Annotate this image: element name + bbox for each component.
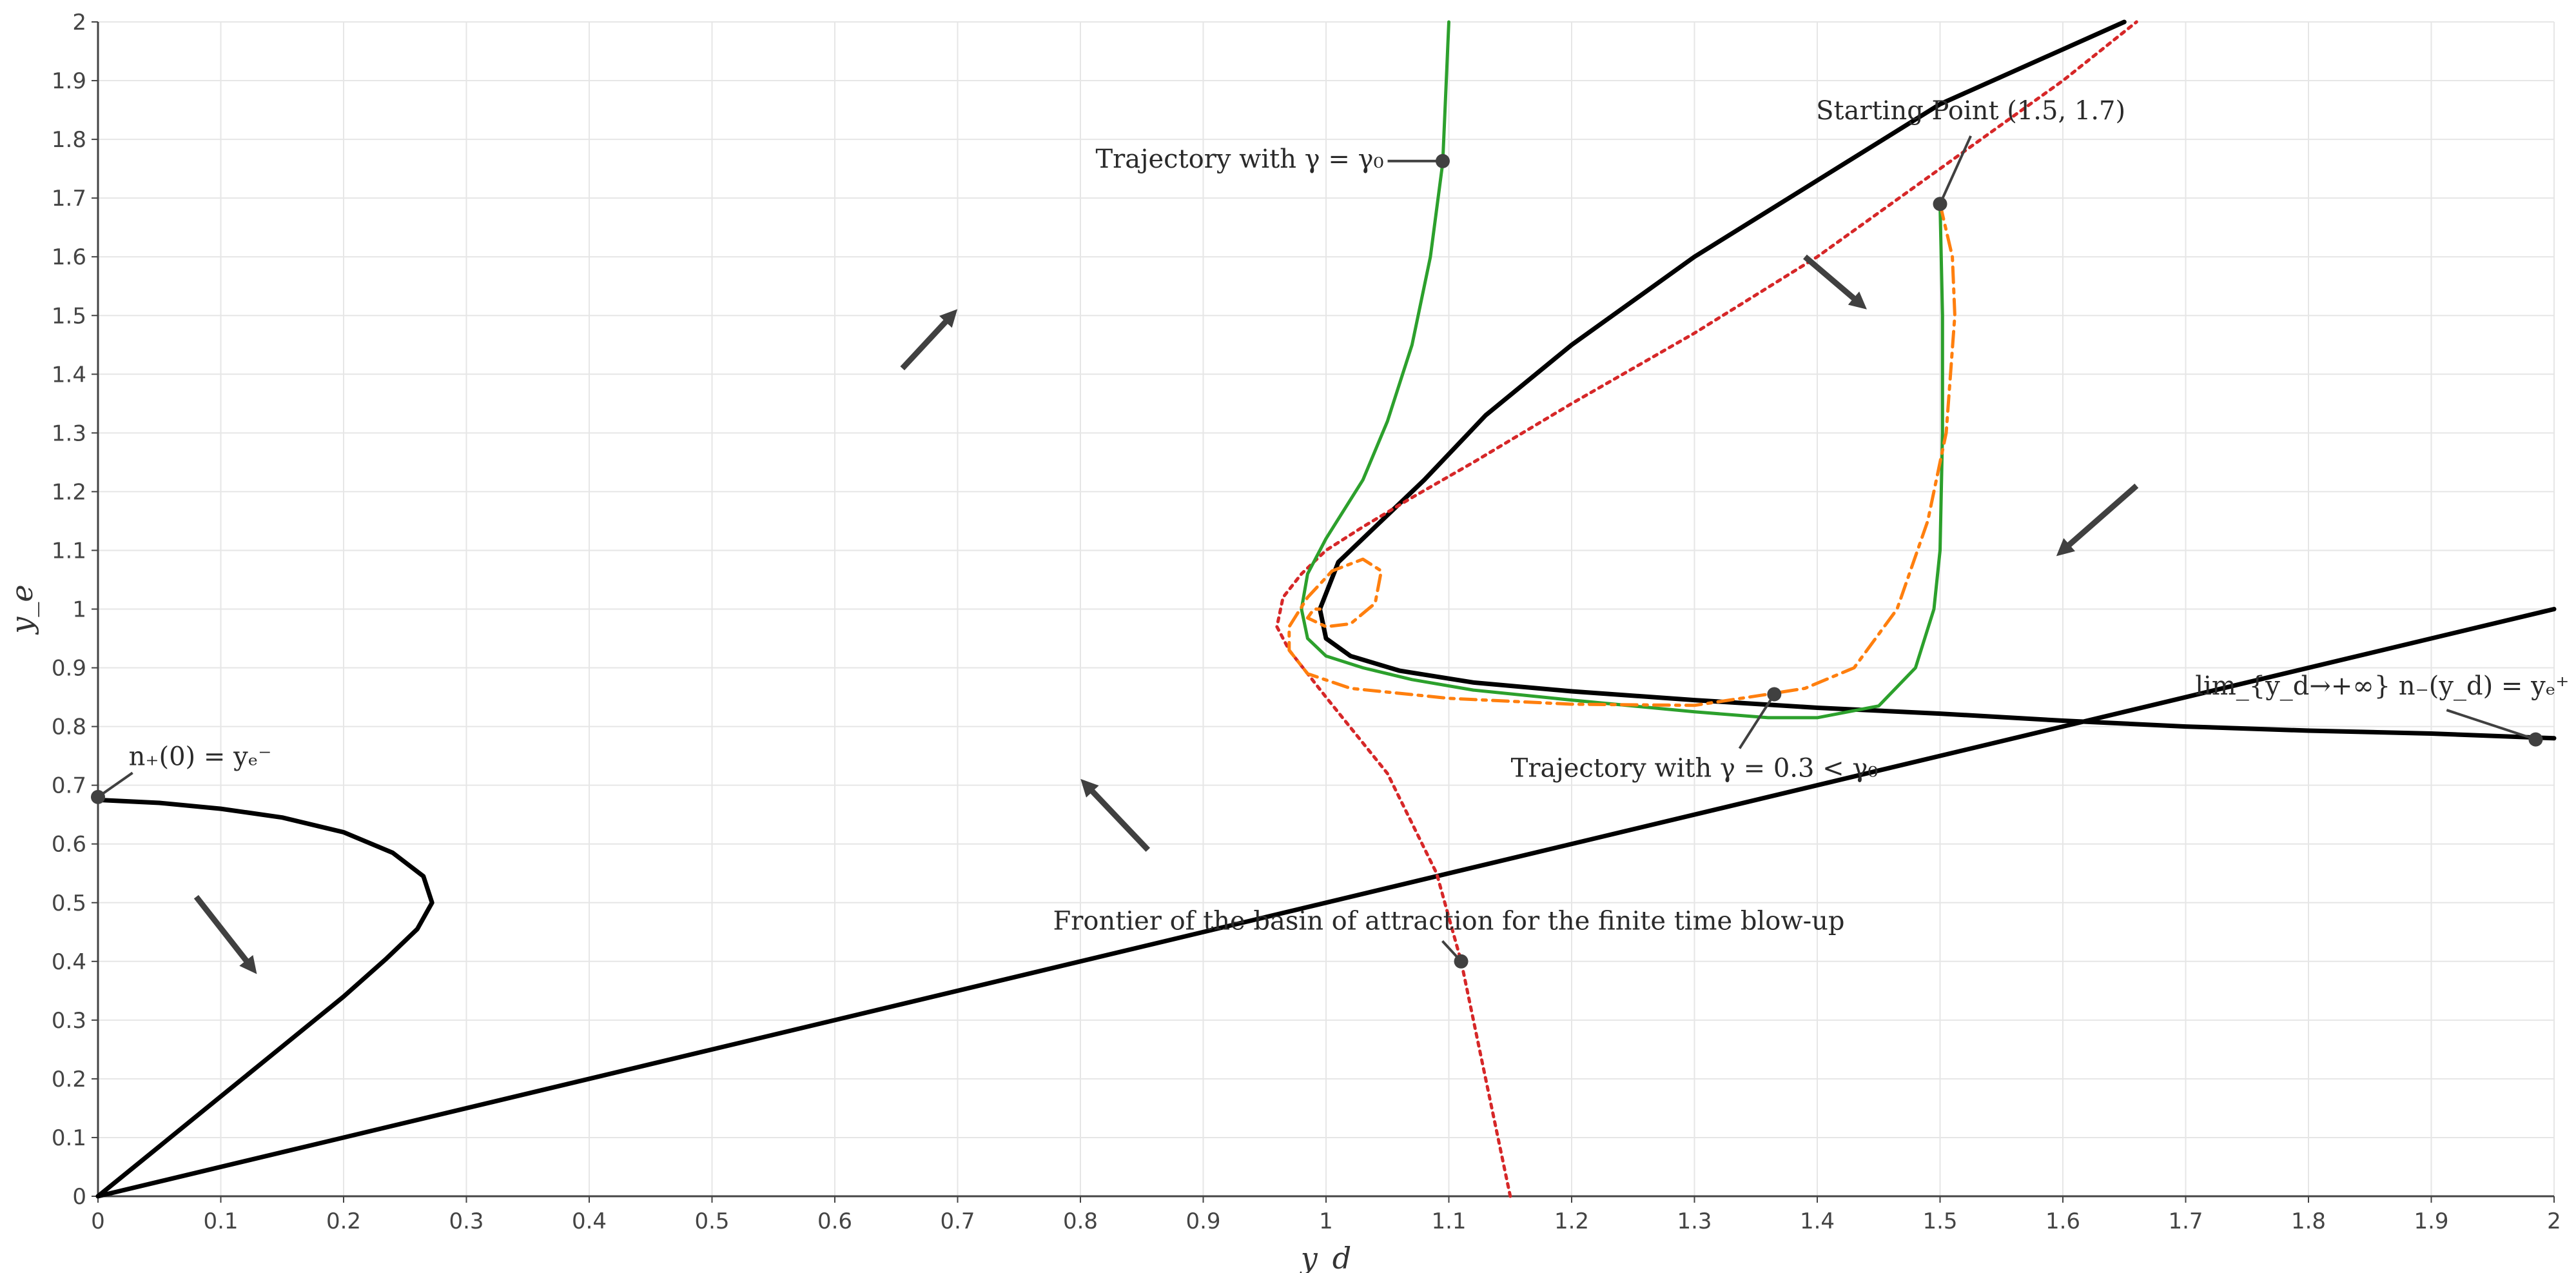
x-tick-label: 0.4 [572, 1209, 607, 1234]
x-tick-label: 0.2 [326, 1209, 361, 1234]
x-tick-label: 1.6 [2045, 1209, 2080, 1234]
annotation-n-plus: n₊(0) = yₑ⁻ [129, 742, 272, 771]
x-tick-label: 2 [2547, 1209, 2561, 1234]
x-tick-label: 1.2 [1554, 1209, 1589, 1234]
x-tick-label: 1.5 [1922, 1209, 1957, 1234]
annotation-marker [1767, 687, 1782, 702]
y-tick-label: 0.7 [52, 773, 86, 799]
y-tick-label: 0.5 [52, 891, 86, 916]
x-tick-label: 0.8 [1063, 1209, 1098, 1234]
series-line-solid-black [95, 797, 434, 1199]
y-tick-label: 0.6 [52, 832, 86, 858]
y-tick-label: 0 [72, 1184, 86, 1210]
vector-field-arrow [1080, 778, 1151, 852]
x-tick-label: 1.8 [2291, 1209, 2326, 1234]
series-line-dashdot-orange [1287, 202, 1956, 707]
annotation-connector [1938, 135, 1972, 205]
series-line-solid-black [95, 607, 2557, 1199]
y-tick-label: 0.8 [52, 715, 86, 740]
series-line-dotted-red [1275, 20, 2138, 1198]
annotation-traj-gamma0: Trajectory with γ = γ₀ [1095, 144, 1383, 174]
annotation-marker [91, 789, 105, 804]
y-tick-label: 1.1 [52, 538, 86, 564]
grid [97, 21, 2555, 1197]
axis-titles: y_d y_e [5, 584, 1351, 1273]
x-tick-label: 1.7 [2168, 1209, 2203, 1234]
annotation-connector [2446, 709, 2537, 741]
annotation-marker [1435, 153, 1450, 168]
vector-field-arrow [900, 309, 958, 371]
y-tick-label: 0.4 [52, 949, 86, 975]
x-tick-label: 0 [91, 1209, 105, 1234]
annotation-starting-point: Starting Point (1.5, 1.7) [1816, 96, 2125, 126]
x-tick-label: 0.7 [940, 1209, 975, 1234]
series [95, 19, 2557, 1199]
x-tick-label: 0.3 [449, 1209, 483, 1234]
x-tick-label: 0.1 [203, 1209, 238, 1234]
y-tick-label: 1.8 [52, 127, 86, 153]
x-tick-label: 0.6 [817, 1209, 852, 1234]
y-tick-label: 0.2 [52, 1067, 86, 1092]
x-tick-label: 1.1 [1431, 1209, 1466, 1234]
x-tick-label: 1 [1319, 1209, 1333, 1234]
y-tick-label: 1.7 [52, 186, 86, 212]
y-tick-label: 1.9 [52, 68, 86, 94]
vector-field-arrow [2056, 483, 2139, 557]
series-line-solid-black [1318, 19, 2557, 741]
y-tick-label: 1 [72, 597, 86, 623]
x-tick-label: 0.9 [1186, 1209, 1220, 1234]
x-tick-label: 1.4 [1800, 1209, 1835, 1234]
series-line-solid-green [1300, 20, 1944, 720]
vector-field-arrow [1803, 254, 1867, 310]
y-tick-label: 0.1 [52, 1125, 86, 1151]
annotation-limit: lim_{y_d→+∞} n₋(y_d) = yₑ⁺ [2195, 671, 2569, 701]
axes: 0 0.1 0.2 0.3 0.4 0.5 0.6 0.7 0.8 0.9 1 1.1 1.2 1.3 1.… [52, 10, 2561, 1234]
x-tick-label: 0.5 [694, 1209, 729, 1234]
y-tick-label: 0.3 [52, 1008, 86, 1034]
annotation-marker [1454, 954, 1469, 969]
y-tick-label: 0.9 [52, 656, 86, 682]
y-axis-title: y_e [5, 584, 39, 635]
y-tick-label: 1.3 [52, 420, 86, 446]
annotation-connector [1738, 693, 1776, 749]
y-tick-label: 1.5 [52, 303, 86, 329]
annotations: n₊(0) = yₑ⁻ Trajectory with γ = γ₀ Startin… [91, 96, 2569, 969]
y-tick-label: 2 [72, 10, 86, 35]
y-tick-label: 1.6 [52, 244, 86, 270]
x-tick-label: 1.3 [1677, 1209, 1712, 1234]
annotation-marker [2528, 732, 2543, 747]
annotation-frontier: Frontier of the basin of attraction for … [1053, 906, 1845, 936]
y-tick-label: 1.2 [52, 479, 86, 505]
y-tick-label: 1.4 [52, 362, 86, 388]
annotation-marker [1933, 197, 1947, 212]
x-axis-title: y_d [1300, 1241, 1351, 1273]
vector-field-arrow [193, 894, 257, 974]
vector-field-arrows [193, 254, 2139, 974]
annotation-traj-gamma03: Trajectory with γ = 0.3 < γ₀ [1511, 754, 1878, 784]
x-tick-label: 1.9 [2414, 1209, 2448, 1234]
